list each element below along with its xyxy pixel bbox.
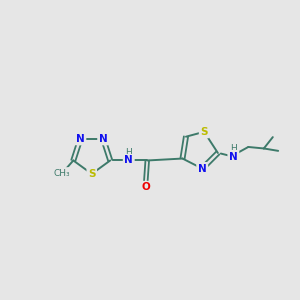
Text: CH₃: CH₃: [54, 169, 70, 178]
Text: O: O: [141, 182, 150, 192]
Text: N: N: [76, 134, 85, 144]
Text: N: N: [124, 155, 133, 166]
Text: N: N: [198, 164, 207, 174]
Text: H: H: [230, 144, 237, 153]
Text: S: S: [88, 169, 95, 179]
Text: N: N: [229, 152, 238, 161]
Text: S: S: [200, 127, 208, 137]
Text: N: N: [99, 134, 108, 144]
Text: H: H: [125, 148, 132, 157]
